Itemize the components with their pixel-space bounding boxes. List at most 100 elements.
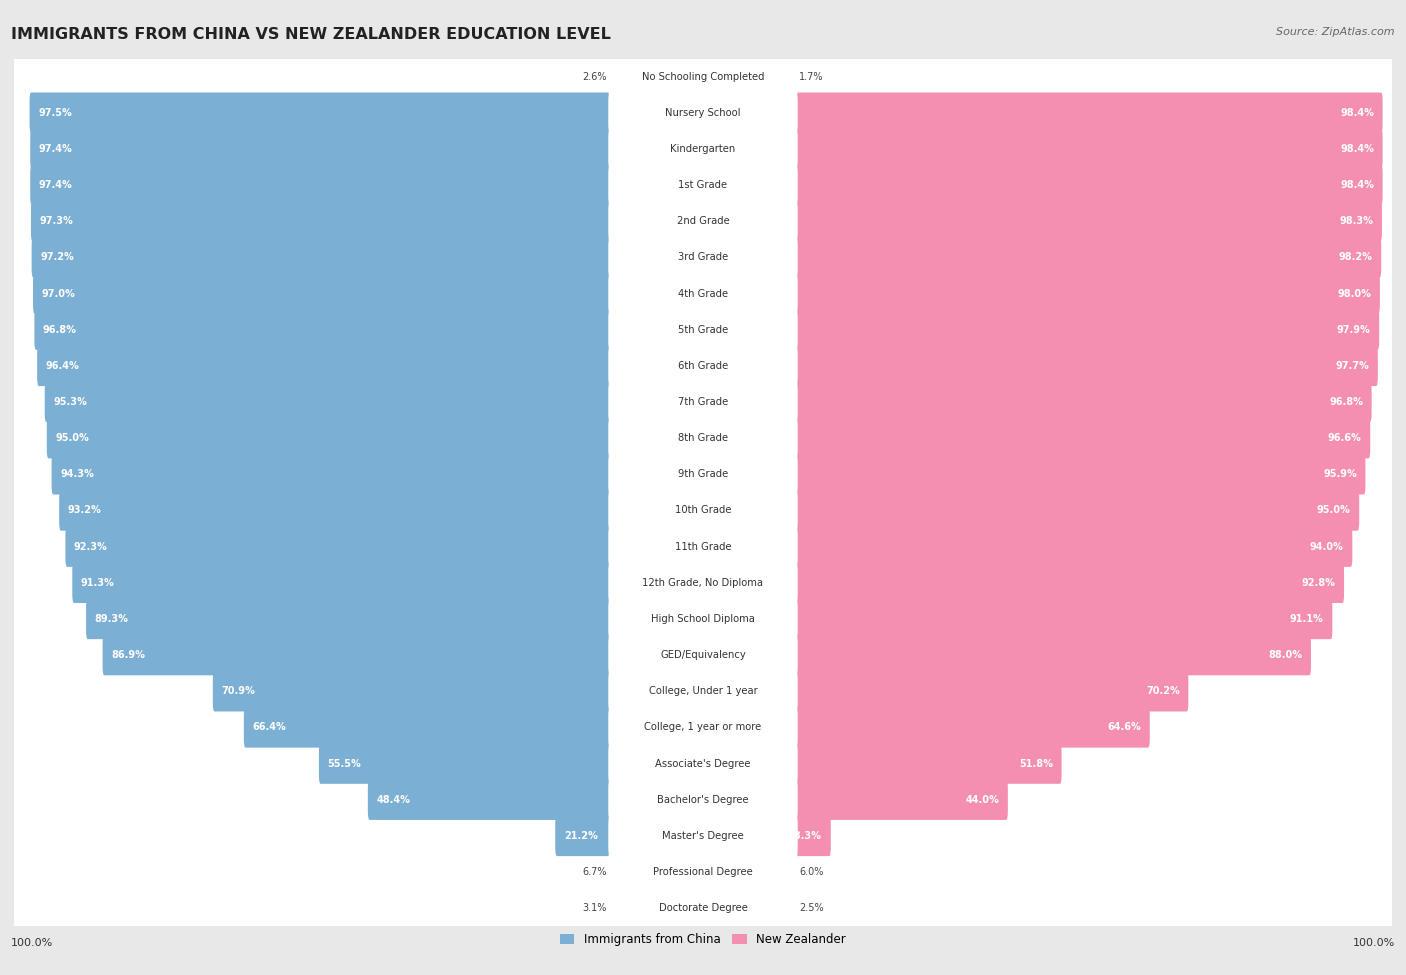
Text: 5th Grade: 5th Grade (678, 325, 728, 334)
Text: 91.1%: 91.1% (1289, 614, 1323, 624)
Text: 98.4%: 98.4% (1340, 107, 1374, 118)
FancyBboxPatch shape (609, 93, 797, 133)
FancyBboxPatch shape (794, 816, 831, 856)
FancyBboxPatch shape (13, 418, 1393, 457)
FancyBboxPatch shape (46, 418, 612, 458)
Text: 96.8%: 96.8% (1329, 397, 1362, 407)
FancyBboxPatch shape (13, 636, 1393, 675)
Text: 48.4%: 48.4% (377, 795, 411, 804)
Text: Professional Degree: Professional Degree (654, 867, 752, 878)
Text: No Schooling Completed: No Schooling Completed (641, 71, 765, 82)
FancyBboxPatch shape (13, 382, 1393, 421)
Text: Kindergarten: Kindergarten (671, 144, 735, 154)
FancyBboxPatch shape (59, 490, 612, 530)
Text: 96.8%: 96.8% (44, 325, 77, 334)
Text: 96.4%: 96.4% (46, 361, 80, 370)
FancyBboxPatch shape (609, 526, 797, 566)
Text: 1.7%: 1.7% (800, 71, 824, 82)
FancyBboxPatch shape (794, 599, 1333, 640)
FancyBboxPatch shape (13, 166, 1393, 205)
FancyBboxPatch shape (609, 237, 797, 278)
Text: 55.5%: 55.5% (328, 759, 361, 768)
Text: 86.9%: 86.9% (111, 650, 145, 660)
Text: 93.2%: 93.2% (67, 505, 101, 516)
FancyBboxPatch shape (13, 744, 1393, 783)
Text: 97.9%: 97.9% (1337, 325, 1371, 334)
Text: 95.0%: 95.0% (55, 433, 89, 444)
FancyBboxPatch shape (13, 564, 1393, 603)
Text: 89.3%: 89.3% (94, 614, 128, 624)
Text: 95.3%: 95.3% (53, 397, 87, 407)
FancyBboxPatch shape (609, 382, 797, 422)
FancyBboxPatch shape (86, 599, 612, 640)
Text: 98.0%: 98.0% (1337, 289, 1371, 298)
FancyBboxPatch shape (45, 382, 612, 422)
FancyBboxPatch shape (13, 94, 1393, 133)
FancyBboxPatch shape (13, 816, 1393, 855)
Text: Nursery School: Nursery School (665, 107, 741, 118)
Text: 3.1%: 3.1% (582, 903, 606, 914)
FancyBboxPatch shape (319, 743, 612, 784)
FancyBboxPatch shape (13, 600, 1393, 639)
FancyBboxPatch shape (13, 58, 1393, 97)
FancyBboxPatch shape (13, 310, 1393, 349)
FancyBboxPatch shape (609, 454, 797, 494)
Text: 98.3%: 98.3% (1340, 216, 1374, 226)
Text: High School Diploma: High School Diploma (651, 614, 755, 624)
FancyBboxPatch shape (609, 165, 797, 206)
Text: College, Under 1 year: College, Under 1 year (648, 686, 758, 696)
FancyBboxPatch shape (368, 779, 612, 820)
Text: 98.4%: 98.4% (1340, 180, 1374, 190)
Text: 6th Grade: 6th Grade (678, 361, 728, 370)
Text: 21.2%: 21.2% (564, 831, 598, 840)
Text: 2.5%: 2.5% (800, 903, 824, 914)
Text: 70.2%: 70.2% (1146, 686, 1180, 696)
FancyBboxPatch shape (794, 309, 1379, 350)
Text: 95.9%: 95.9% (1323, 469, 1357, 480)
FancyBboxPatch shape (243, 707, 612, 748)
Text: 100.0%: 100.0% (11, 938, 53, 948)
Text: 64.6%: 64.6% (1108, 722, 1142, 732)
FancyBboxPatch shape (13, 672, 1393, 711)
FancyBboxPatch shape (13, 238, 1393, 277)
Text: 51.8%: 51.8% (1019, 759, 1053, 768)
Text: 6.0%: 6.0% (800, 867, 824, 878)
Text: 9th Grade: 9th Grade (678, 469, 728, 480)
Text: 100.0%: 100.0% (1353, 938, 1395, 948)
FancyBboxPatch shape (13, 454, 1393, 493)
FancyBboxPatch shape (609, 345, 797, 386)
Text: 18.3%: 18.3% (789, 831, 823, 840)
FancyBboxPatch shape (794, 129, 1382, 169)
FancyBboxPatch shape (13, 130, 1393, 169)
FancyBboxPatch shape (13, 202, 1393, 241)
Text: 97.0%: 97.0% (42, 289, 76, 298)
Text: Associate's Degree: Associate's Degree (655, 759, 751, 768)
Text: 12th Grade, No Diploma: 12th Grade, No Diploma (643, 578, 763, 588)
FancyBboxPatch shape (609, 852, 797, 892)
FancyBboxPatch shape (794, 671, 1188, 712)
Text: 7th Grade: 7th Grade (678, 397, 728, 407)
FancyBboxPatch shape (13, 780, 1393, 819)
Text: 2.6%: 2.6% (582, 71, 606, 82)
Text: 97.4%: 97.4% (39, 144, 73, 154)
Text: 94.0%: 94.0% (1310, 541, 1344, 552)
Text: 66.4%: 66.4% (253, 722, 287, 732)
FancyBboxPatch shape (609, 743, 797, 784)
FancyBboxPatch shape (31, 201, 612, 242)
FancyBboxPatch shape (37, 345, 612, 386)
Text: 10th Grade: 10th Grade (675, 505, 731, 516)
FancyBboxPatch shape (794, 490, 1360, 530)
Text: 92.3%: 92.3% (75, 541, 108, 552)
FancyBboxPatch shape (794, 273, 1379, 314)
Text: Bachelor's Degree: Bachelor's Degree (657, 795, 749, 804)
FancyBboxPatch shape (794, 382, 1372, 422)
Text: IMMIGRANTS FROM CHINA VS NEW ZEALANDER EDUCATION LEVEL: IMMIGRANTS FROM CHINA VS NEW ZEALANDER E… (11, 27, 612, 42)
FancyBboxPatch shape (609, 57, 797, 97)
FancyBboxPatch shape (66, 526, 612, 566)
Text: Source: ZipAtlas.com: Source: ZipAtlas.com (1277, 27, 1395, 37)
FancyBboxPatch shape (72, 563, 612, 603)
FancyBboxPatch shape (794, 526, 1353, 566)
Text: 98.4%: 98.4% (1340, 144, 1374, 154)
FancyBboxPatch shape (609, 563, 797, 603)
Text: 44.0%: 44.0% (966, 795, 1000, 804)
